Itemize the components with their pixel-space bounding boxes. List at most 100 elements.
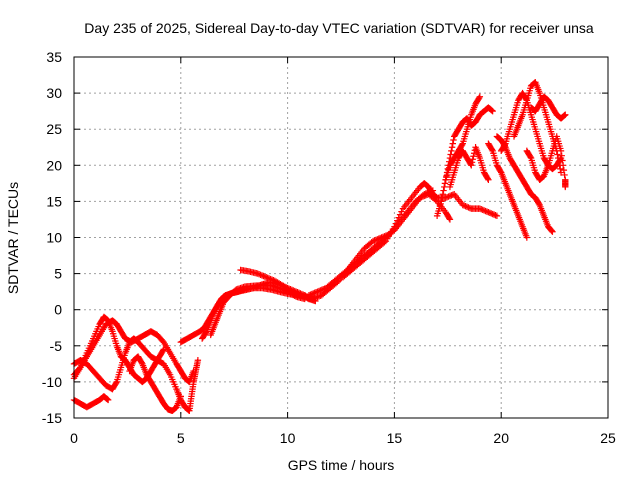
data-point <box>438 194 446 201</box>
data-point <box>194 357 202 364</box>
data-point <box>468 162 475 169</box>
data-point <box>443 193 451 201</box>
data-point <box>310 295 317 303</box>
data-point <box>441 180 449 187</box>
data-point <box>448 192 455 199</box>
data-point <box>396 211 404 218</box>
data-point <box>445 162 452 169</box>
data-point <box>558 152 565 159</box>
data-point <box>382 232 390 239</box>
data-point <box>476 93 484 100</box>
y-axis-label: SDTVAR / TECUs <box>5 182 21 294</box>
y-tick-label: 5 <box>54 266 62 282</box>
data-point <box>523 234 531 241</box>
data-point <box>268 276 276 283</box>
data-point <box>560 112 568 120</box>
data-point <box>557 147 565 155</box>
data-point <box>190 367 197 375</box>
series-track-b <box>70 335 202 414</box>
data-point <box>315 287 323 295</box>
data-point <box>282 287 290 295</box>
data-point <box>445 193 452 200</box>
data-point <box>485 209 492 216</box>
data-point <box>448 147 455 155</box>
data-point <box>459 201 466 209</box>
data-point <box>394 217 401 224</box>
data-point <box>315 293 323 300</box>
data-point <box>254 270 261 277</box>
y-tick-label: -5 <box>50 338 63 354</box>
data-point <box>554 151 561 158</box>
data-point <box>281 287 288 294</box>
data-point <box>372 236 380 244</box>
data-point <box>446 216 454 223</box>
data-point <box>482 207 489 215</box>
data-point <box>371 237 378 244</box>
data-point <box>379 233 387 241</box>
series-track-g <box>198 279 313 342</box>
data-point <box>554 154 562 162</box>
y-tick-label: 35 <box>46 49 62 65</box>
x-tick-label: 15 <box>387 430 403 446</box>
data-point <box>486 209 494 217</box>
series-track-t <box>527 93 569 122</box>
data-point <box>314 288 321 295</box>
series-track-c <box>70 393 112 411</box>
x-tick-label: 20 <box>493 430 509 446</box>
data-point <box>561 171 568 179</box>
data-point <box>441 183 448 191</box>
data-point <box>278 286 286 293</box>
y-tick-label: -10 <box>42 374 62 390</box>
data-point <box>447 151 454 158</box>
data-point <box>562 183 569 191</box>
data-point <box>548 227 555 235</box>
data-point <box>470 153 477 160</box>
data-point <box>535 200 543 208</box>
data-point <box>444 165 451 173</box>
data-point <box>307 291 314 298</box>
y-tick-label: 25 <box>46 121 62 137</box>
data-point <box>446 215 453 222</box>
data-point <box>446 154 454 162</box>
x-tick-label: 10 <box>280 430 296 446</box>
data-point <box>334 278 341 286</box>
data-point <box>458 141 466 149</box>
data-point <box>395 214 402 221</box>
data-point <box>559 157 566 164</box>
data-point <box>527 153 534 161</box>
series-track-d <box>70 317 197 386</box>
data-point <box>448 144 456 151</box>
data-point <box>488 146 496 153</box>
data-point <box>257 271 264 279</box>
x-axis-ticks: 0 5 10 15 20 25 <box>70 57 616 446</box>
data-point <box>478 206 485 213</box>
data-point <box>492 212 499 219</box>
data-point <box>398 208 405 215</box>
data-point <box>177 393 184 400</box>
data-point <box>432 193 439 200</box>
data-point <box>270 277 277 284</box>
data-point <box>311 295 318 302</box>
series-track-n <box>442 104 496 183</box>
data-point <box>422 190 429 197</box>
data-point <box>311 289 318 297</box>
data-point <box>439 190 447 198</box>
data-point <box>376 234 384 242</box>
data-point <box>450 136 457 144</box>
data-point <box>280 286 287 294</box>
data-point <box>391 223 398 230</box>
series-track-u <box>523 133 569 191</box>
data-point <box>378 234 385 241</box>
data-point <box>465 204 472 211</box>
data-point <box>562 111 569 118</box>
data-point <box>255 271 263 278</box>
data-point <box>317 287 324 294</box>
y-tick-label: 10 <box>46 230 62 246</box>
data-point <box>159 347 167 354</box>
data-point <box>267 275 274 283</box>
data-point <box>489 107 496 115</box>
data-point <box>264 274 271 282</box>
series-track-p <box>485 140 531 241</box>
data-point <box>446 192 454 200</box>
data-point <box>475 94 483 102</box>
